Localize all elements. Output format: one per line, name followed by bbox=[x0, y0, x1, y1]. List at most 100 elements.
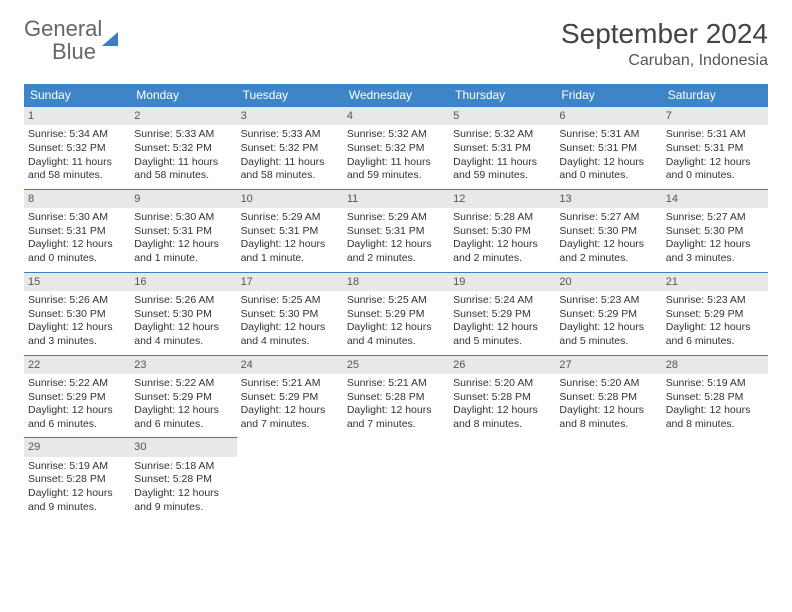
day-info-line: and 0 minutes. bbox=[28, 252, 126, 266]
day-info-line: Sunset: 5:29 PM bbox=[347, 308, 445, 322]
brand-text: General Blue bbox=[24, 18, 102, 64]
day-cell: 26Sunrise: 5:20 AMSunset: 5:28 PMDayligh… bbox=[449, 355, 555, 438]
day-info-line: Daylight: 12 hours bbox=[347, 404, 445, 418]
day-number: 15 bbox=[24, 273, 130, 291]
day-number: 5 bbox=[449, 107, 555, 125]
day-info-line: Sunset: 5:28 PM bbox=[134, 473, 232, 487]
day-info-line: Sunrise: 5:19 AM bbox=[28, 460, 126, 474]
day-info-line: and 6 minutes. bbox=[134, 418, 232, 432]
day-cell: 6Sunrise: 5:31 AMSunset: 5:31 PMDaylight… bbox=[555, 106, 661, 189]
day-info-line: and 0 minutes. bbox=[559, 169, 657, 183]
day-info-line: Sunrise: 5:32 AM bbox=[347, 128, 445, 142]
day-cell: 5Sunrise: 5:32 AMSunset: 5:31 PMDaylight… bbox=[449, 106, 555, 189]
day-info-line: Sunrise: 5:29 AM bbox=[241, 211, 339, 225]
day-number: 8 bbox=[24, 190, 130, 208]
day-info-line: and 5 minutes. bbox=[453, 335, 551, 349]
day-info-line: Sunset: 5:31 PM bbox=[28, 225, 126, 239]
day-info-line: Sunset: 5:31 PM bbox=[666, 142, 764, 156]
day-cell: 13Sunrise: 5:27 AMSunset: 5:30 PMDayligh… bbox=[555, 189, 661, 272]
day-cell: 27Sunrise: 5:20 AMSunset: 5:28 PMDayligh… bbox=[555, 355, 661, 438]
day-info-line: Daylight: 12 hours bbox=[134, 487, 232, 501]
day-info-line: and 0 minutes. bbox=[666, 169, 764, 183]
day-info-line: Sunrise: 5:20 AM bbox=[559, 377, 657, 391]
day-info-line: and 7 minutes. bbox=[241, 418, 339, 432]
day-number: 17 bbox=[237, 273, 343, 291]
day-info-line: Sunset: 5:29 PM bbox=[28, 391, 126, 405]
day-info-line: and 8 minutes. bbox=[559, 418, 657, 432]
day-info-line: and 2 minutes. bbox=[347, 252, 445, 266]
day-info-line: Daylight: 12 hours bbox=[666, 321, 764, 335]
day-header: Saturday bbox=[662, 84, 768, 106]
day-number: 25 bbox=[343, 356, 449, 374]
empty-cell bbox=[662, 437, 768, 520]
day-info-line: Sunrise: 5:23 AM bbox=[559, 294, 657, 308]
day-info-line: Sunrise: 5:33 AM bbox=[241, 128, 339, 142]
day-info-line: Daylight: 12 hours bbox=[559, 321, 657, 335]
empty-cell bbox=[343, 437, 449, 520]
day-info-line: Daylight: 12 hours bbox=[28, 238, 126, 252]
day-cell: 29Sunrise: 5:19 AMSunset: 5:28 PMDayligh… bbox=[24, 437, 130, 520]
empty-cell bbox=[555, 437, 661, 520]
day-info-line: and 58 minutes. bbox=[28, 169, 126, 183]
day-info-line: Sunrise: 5:31 AM bbox=[559, 128, 657, 142]
day-info-line: and 6 minutes. bbox=[666, 335, 764, 349]
day-info-line: Sunset: 5:30 PM bbox=[453, 225, 551, 239]
day-number: 2 bbox=[130, 107, 236, 125]
day-info-line: and 3 minutes. bbox=[28, 335, 126, 349]
day-info-line: Sunrise: 5:21 AM bbox=[347, 377, 445, 391]
day-cell: 10Sunrise: 5:29 AMSunset: 5:31 PMDayligh… bbox=[237, 189, 343, 272]
day-info-line: Sunrise: 5:26 AM bbox=[28, 294, 126, 308]
day-cell: 24Sunrise: 5:21 AMSunset: 5:29 PMDayligh… bbox=[237, 355, 343, 438]
day-info-line: Daylight: 12 hours bbox=[28, 321, 126, 335]
day-info-line: Sunset: 5:30 PM bbox=[134, 308, 232, 322]
day-cell: 30Sunrise: 5:18 AMSunset: 5:28 PMDayligh… bbox=[130, 437, 236, 520]
day-info-line: and 58 minutes. bbox=[241, 169, 339, 183]
day-info-line: and 6 minutes. bbox=[28, 418, 126, 432]
day-info-line: Sunset: 5:28 PM bbox=[666, 391, 764, 405]
day-cell: 19Sunrise: 5:24 AMSunset: 5:29 PMDayligh… bbox=[449, 272, 555, 355]
day-number: 1 bbox=[24, 107, 130, 125]
day-info-line: Daylight: 12 hours bbox=[559, 238, 657, 252]
day-info-line: Sunset: 5:32 PM bbox=[347, 142, 445, 156]
day-info-line: Sunset: 5:31 PM bbox=[347, 225, 445, 239]
day-cell: 7Sunrise: 5:31 AMSunset: 5:31 PMDaylight… bbox=[662, 106, 768, 189]
day-info-line: Sunrise: 5:23 AM bbox=[666, 294, 764, 308]
day-number: 7 bbox=[662, 107, 768, 125]
day-info-line: and 58 minutes. bbox=[134, 169, 232, 183]
day-cell: 14Sunrise: 5:27 AMSunset: 5:30 PMDayligh… bbox=[662, 189, 768, 272]
day-number: 13 bbox=[555, 190, 661, 208]
day-info-line: Sunset: 5:32 PM bbox=[28, 142, 126, 156]
day-cell: 1Sunrise: 5:34 AMSunset: 5:32 PMDaylight… bbox=[24, 106, 130, 189]
day-info-line: Sunset: 5:31 PM bbox=[453, 142, 551, 156]
day-info-line: Sunset: 5:30 PM bbox=[28, 308, 126, 322]
day-number: 9 bbox=[130, 190, 236, 208]
day-info-line: and 9 minutes. bbox=[28, 501, 126, 515]
day-info-line: Sunset: 5:29 PM bbox=[559, 308, 657, 322]
day-info-line: Daylight: 11 hours bbox=[134, 156, 232, 170]
day-cell: 28Sunrise: 5:19 AMSunset: 5:28 PMDayligh… bbox=[662, 355, 768, 438]
day-header: Friday bbox=[555, 84, 661, 106]
day-info-line: Sunrise: 5:34 AM bbox=[28, 128, 126, 142]
day-info-line: Sunrise: 5:22 AM bbox=[28, 377, 126, 391]
day-info-line: Sunset: 5:28 PM bbox=[559, 391, 657, 405]
day-cell: 8Sunrise: 5:30 AMSunset: 5:31 PMDaylight… bbox=[24, 189, 130, 272]
brand-logo: General Blue bbox=[24, 18, 118, 64]
day-number: 26 bbox=[449, 356, 555, 374]
day-info-line: Daylight: 12 hours bbox=[666, 156, 764, 170]
day-number: 27 bbox=[555, 356, 661, 374]
day-info-line: Sunrise: 5:24 AM bbox=[453, 294, 551, 308]
day-number: 22 bbox=[24, 356, 130, 374]
day-info-line: Sunrise: 5:29 AM bbox=[347, 211, 445, 225]
day-info-line: Sunset: 5:29 PM bbox=[666, 308, 764, 322]
day-info-line: and 9 minutes. bbox=[134, 501, 232, 515]
brand-triangle-icon bbox=[102, 32, 118, 46]
day-info-line: Sunset: 5:30 PM bbox=[241, 308, 339, 322]
day-cell: 15 Sunrise: 5:26 AMSunset: 5:30 PMDayligh… bbox=[24, 272, 130, 355]
day-number: 29 bbox=[24, 438, 130, 456]
day-info-line: Daylight: 12 hours bbox=[134, 404, 232, 418]
empty-cell bbox=[449, 437, 555, 520]
day-info-line: and 59 minutes. bbox=[347, 169, 445, 183]
day-info-line: Daylight: 12 hours bbox=[241, 238, 339, 252]
day-number: 28 bbox=[662, 356, 768, 374]
day-number: 3 bbox=[237, 107, 343, 125]
